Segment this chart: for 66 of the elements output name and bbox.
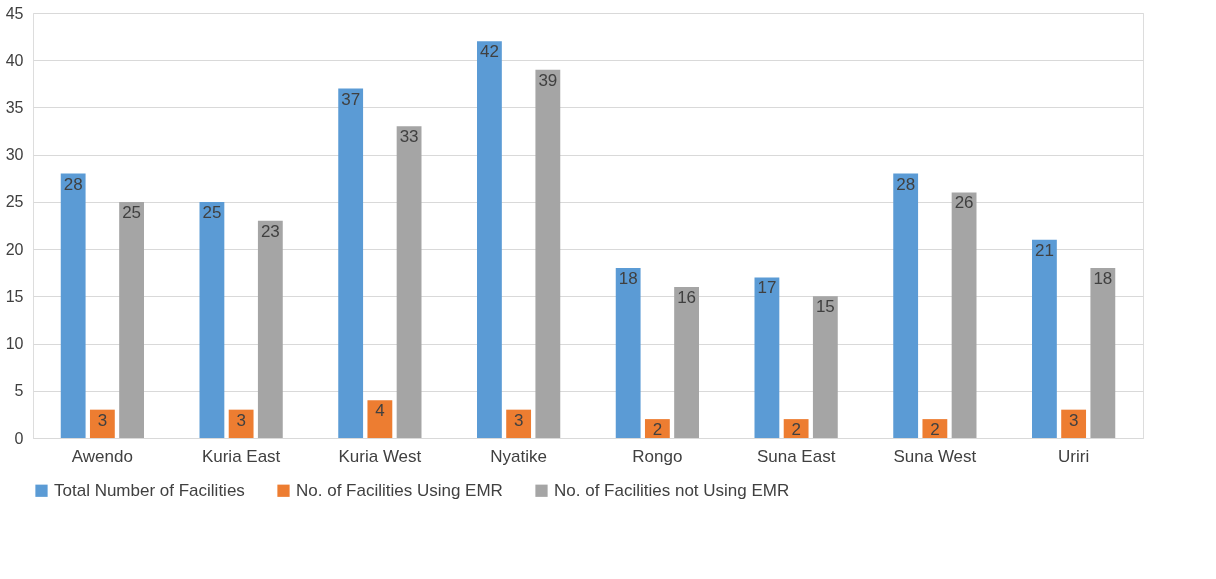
data-label: 18	[1093, 269, 1113, 288]
data-label: 17	[757, 278, 777, 298]
data-label: 15	[815, 297, 835, 317]
data-label: 23	[260, 221, 280, 241]
bar	[338, 88, 364, 438]
data-label: 2	[930, 420, 940, 440]
x-tick-label: Suna East	[756, 446, 836, 466]
data-label: 37	[341, 89, 361, 109]
bar	[60, 173, 86, 438]
data-label: 3	[1068, 410, 1079, 430]
bar	[119, 201, 144, 438]
bar	[615, 268, 641, 438]
legend-label: No. of Facilities not Using EMR	[554, 480, 790, 500]
bar	[893, 173, 919, 438]
data-label: 28	[63, 174, 83, 194]
bar	[1061, 409, 1087, 438]
x-tick-label: Suna West	[893, 446, 977, 466]
bar	[535, 69, 561, 438]
y-tick-label: 20	[5, 240, 24, 258]
bar	[228, 409, 254, 438]
x-tick-label: Kuria West	[338, 446, 422, 466]
x-tick-label: Uriri	[1058, 446, 1090, 466]
data-label: 25	[122, 202, 142, 222]
y-tick-label: 15	[5, 287, 24, 305]
bar	[396, 126, 422, 438]
bar	[89, 409, 115, 438]
x-tick-label: Awendo	[71, 446, 133, 466]
data-label: 26	[954, 193, 974, 213]
data-label: 21	[1034, 240, 1054, 260]
y-tick-label: 25	[5, 193, 24, 211]
bar	[674, 286, 699, 438]
data-label: 42	[479, 42, 499, 62]
x-tick-label: Kuria East	[201, 446, 281, 466]
data-label: 3	[236, 410, 246, 430]
data-label: 25	[202, 202, 222, 222]
y-tick-label: 35	[5, 98, 24, 116]
bar	[754, 277, 780, 438]
data-label: 18	[618, 269, 638, 288]
bar	[257, 220, 283, 438]
bar	[199, 201, 225, 438]
bar	[477, 41, 502, 438]
bar	[506, 409, 532, 438]
data-label: 28	[896, 174, 916, 194]
y-tick-label: 45	[5, 4, 24, 22]
data-label: 2	[652, 420, 663, 440]
y-tick-label: 5	[14, 382, 24, 400]
legend-label: Total Number of Facilities	[54, 480, 245, 500]
x-tick-label: Rongo	[632, 446, 683, 466]
y-tick-label: 0	[14, 429, 24, 447]
bar	[812, 296, 838, 438]
bar	[1032, 239, 1057, 438]
y-tick-label: 10	[5, 335, 24, 353]
data-label: 3	[97, 410, 108, 430]
x-tick-label: Nyatike	[490, 446, 547, 466]
bar	[1090, 268, 1116, 438]
bar	[367, 400, 393, 438]
data-label: 4	[375, 401, 385, 421]
legend-label: No. of Facilities Using EMR	[296, 480, 503, 500]
data-label: 16	[677, 287, 697, 307]
data-label: 33	[399, 127, 419, 147]
data-label: 2	[791, 420, 801, 440]
data-label: 39	[538, 70, 558, 90]
y-tick-label: 40	[5, 51, 24, 69]
data-label: 3	[513, 410, 524, 430]
bar	[951, 192, 977, 438]
y-tick-label: 30	[5, 146, 24, 164]
